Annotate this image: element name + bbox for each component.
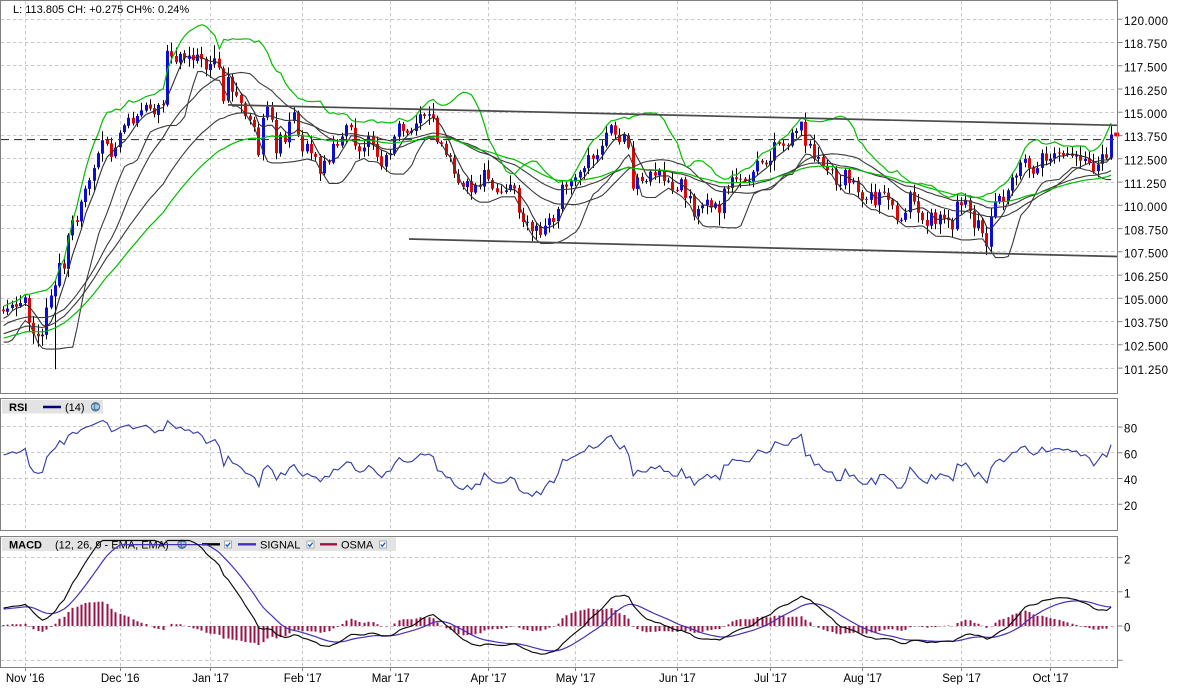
svg-text:118.750: 118.750 (1124, 39, 1168, 51)
svg-text:RSI: RSI (9, 402, 27, 414)
svg-text:103.750: 103.750 (1124, 318, 1168, 330)
svg-text:Apr '17: Apr '17 (471, 673, 507, 685)
svg-text:80: 80 (1124, 424, 1138, 436)
svg-text:60: 60 (1124, 450, 1138, 462)
svg-text:Feb '17: Feb '17 (284, 673, 322, 685)
svg-text:2: 2 (1124, 554, 1131, 566)
svg-text:Aug '17: Aug '17 (843, 673, 882, 685)
svg-text:1: 1 (1124, 589, 1131, 601)
svg-text:MACD: MACD (9, 539, 42, 551)
svg-text:0: 0 (1124, 623, 1131, 635)
svg-text:(12, 26, 9 - EMA, EMA): (12, 26, 9 - EMA, EMA) (55, 539, 169, 551)
svg-text:(14): (14) (65, 402, 85, 414)
svg-text:116.250: 116.250 (1124, 86, 1168, 98)
svg-text:Mar '17: Mar '17 (372, 673, 410, 685)
svg-text:110.000: 110.000 (1124, 202, 1168, 214)
svg-text:101.250: 101.250 (1124, 365, 1168, 377)
svg-text:105.000: 105.000 (1124, 295, 1168, 307)
svg-text:120.000: 120.000 (1124, 16, 1168, 28)
svg-text:107.500: 107.500 (1124, 249, 1168, 261)
svg-text:115.000: 115.000 (1124, 109, 1168, 121)
svg-text:102.500: 102.500 (1124, 342, 1168, 354)
svg-text:May '17: May '17 (556, 673, 596, 685)
svg-text:Dec '16: Dec '16 (101, 673, 140, 685)
svg-text:Nov '16: Nov '16 (6, 673, 45, 685)
svg-text:Oct '17: Oct '17 (1032, 673, 1068, 685)
svg-text:Jul '17: Jul '17 (754, 673, 787, 685)
svg-text:Sep '17: Sep '17 (942, 673, 981, 685)
svg-text:20: 20 (1124, 501, 1138, 513)
svg-text:40: 40 (1124, 475, 1138, 487)
svg-text:112.500: 112.500 (1124, 156, 1168, 168)
svg-text:111.250: 111.250 (1124, 179, 1167, 191)
svg-text:OSMA: OSMA (341, 539, 374, 551)
svg-text:Jan '17: Jan '17 (192, 673, 229, 685)
svg-text:L: 113.805 CH: +0.275 CH%: 0.2: L: 113.805 CH: +0.275 CH%: 0.24% (13, 4, 189, 16)
svg-text:117.500: 117.500 (1124, 63, 1168, 75)
svg-text:Jun '17: Jun '17 (659, 673, 696, 685)
svg-text:108.750: 108.750 (1124, 225, 1168, 237)
svg-text:113.750: 113.750 (1124, 132, 1168, 144)
svg-text:106.250: 106.250 (1124, 272, 1168, 284)
svg-text:SIGNAL: SIGNAL (260, 539, 300, 551)
